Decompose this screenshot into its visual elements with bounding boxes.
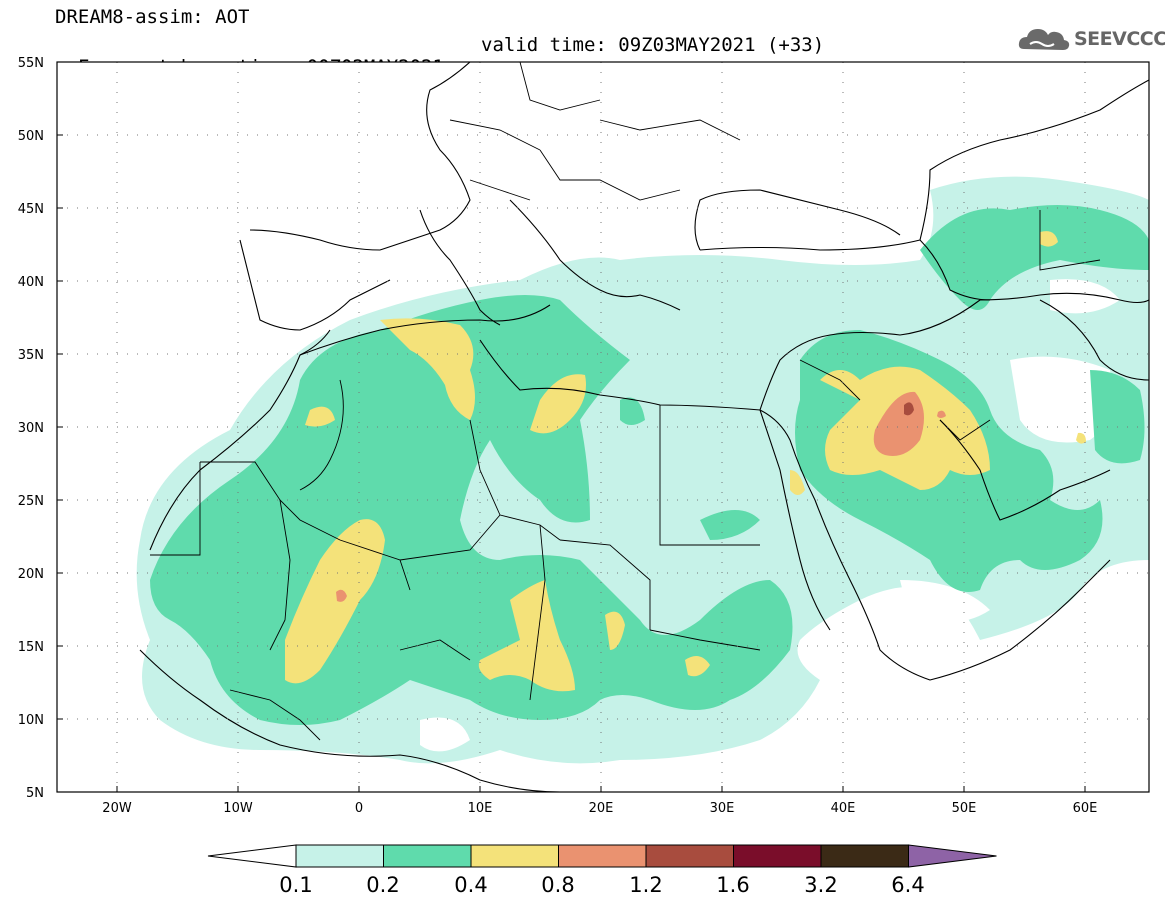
aot-level-1-2 bbox=[904, 402, 914, 416]
colorbar-label: 3.2 bbox=[804, 873, 837, 897]
colorbar-label: 1.2 bbox=[629, 873, 662, 897]
lat-label: 45N bbox=[18, 202, 44, 217]
lat-label: 5N bbox=[26, 786, 44, 801]
lat-label: 50N bbox=[18, 129, 44, 144]
lon-label: 30E bbox=[710, 801, 735, 816]
axis-ticks bbox=[57, 134, 1086, 792]
colorbar-swatch bbox=[820, 844, 909, 868]
colorbar-swatch bbox=[558, 844, 647, 868]
country-borders bbox=[150, 62, 1101, 741]
colorbar-label: 1.6 bbox=[716, 873, 749, 897]
colorbar-max-arrow bbox=[908, 844, 997, 868]
cloud-icon bbox=[1018, 29, 1070, 50]
lat-label: 55N bbox=[18, 56, 44, 71]
lat-label: 30N bbox=[18, 421, 44, 436]
lat-label: 25N bbox=[18, 494, 44, 509]
lat-label: 10N bbox=[18, 713, 44, 728]
logo-text: SEEVCCC bbox=[1074, 28, 1165, 50]
colorbar-label: 0.4 bbox=[454, 873, 487, 897]
colorbar-swatch bbox=[470, 844, 559, 868]
colorbar-swatch bbox=[383, 844, 472, 868]
colorbar-label: 0.1 bbox=[279, 873, 312, 897]
colorbar-swatch bbox=[733, 844, 822, 868]
colorbar-labels: 0.1 0.2 0.4 0.8 1.2 1.6 3.2 6.4 bbox=[279, 873, 924, 897]
valid-time: valid time: 09Z03MAY2021 (+33) bbox=[481, 34, 825, 56]
lat-labels: 55N 50N 45N 40N 35N 30N 25N 20N 15N 10N … bbox=[18, 56, 44, 801]
lat-label: 40N bbox=[18, 275, 44, 290]
lat-label: 20N bbox=[18, 567, 44, 582]
lon-label: 20E bbox=[589, 801, 614, 816]
title-line-1: DREAM8-assim: AOT bbox=[55, 6, 250, 28]
colorbar-label: 0.2 bbox=[366, 873, 399, 897]
lon-label: 20W bbox=[102, 801, 132, 816]
seevccc-logo: SEEVCCC bbox=[1018, 22, 1165, 56]
lon-labels: 20W 10W 0 10E 20E 30E 40E 50E 60E bbox=[102, 801, 1097, 816]
lon-label: 0 bbox=[355, 801, 363, 816]
colorbar bbox=[207, 844, 997, 868]
lon-label: 50E bbox=[952, 801, 977, 816]
lat-label: 35N bbox=[18, 348, 44, 363]
colorbar-min-arrow bbox=[207, 844, 297, 868]
graticule bbox=[57, 62, 1149, 792]
lon-label: 40E bbox=[831, 801, 856, 816]
lon-label: 10W bbox=[223, 801, 253, 816]
colorbar-label: 6.4 bbox=[891, 873, 924, 897]
lon-label: 10E bbox=[468, 801, 493, 816]
aot-field bbox=[57, 62, 1149, 792]
coastlines bbox=[139, 62, 1149, 792]
lat-label: 15N bbox=[18, 640, 44, 655]
lon-label: 60E bbox=[1073, 801, 1098, 816]
colorbar-swatch bbox=[645, 844, 734, 868]
colorbar-swatch bbox=[295, 844, 384, 868]
colorbar-label: 0.8 bbox=[541, 873, 574, 897]
